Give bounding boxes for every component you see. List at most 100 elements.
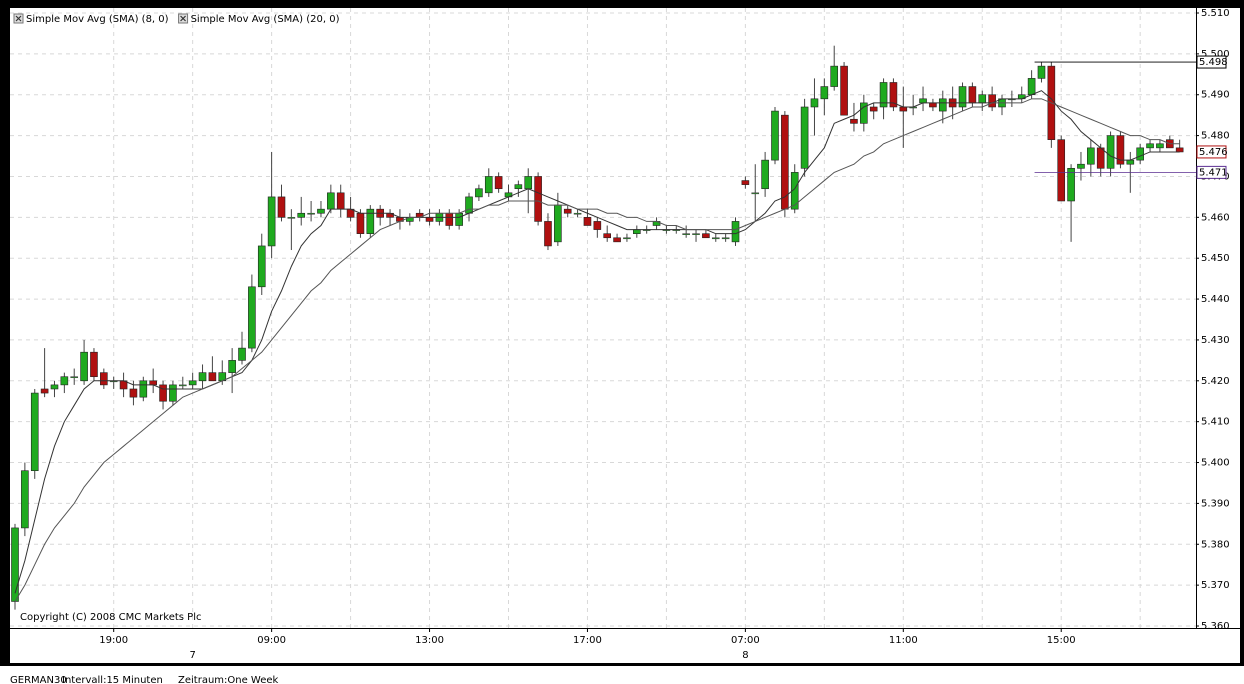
candle-body — [149, 380, 157, 386]
candle-body — [938, 98, 947, 112]
grid: 5.360 5.370 5.380 5.390 5.400 5.410 5.420 5.430… — [10, 8, 1230, 661]
candle-body — [534, 176, 542, 222]
candle-body — [1037, 65, 1046, 79]
footer-period: Zeitraum:One Week — [178, 675, 279, 684]
candle-body — [257, 245, 266, 288]
price-label: 5.476 — [1199, 147, 1228, 158]
candle-body — [978, 94, 987, 104]
candle-body — [100, 372, 108, 386]
candle-body — [277, 196, 286, 218]
candle-body — [21, 470, 29, 529]
candle-body — [711, 237, 720, 240]
candle-body — [228, 360, 236, 373]
legend-icon — [15, 15, 22, 22]
candle-body — [1067, 167, 1075, 202]
candle-body — [297, 212, 306, 218]
y-tick-label: 5.500 — [1201, 49, 1230, 60]
candle-body — [1146, 143, 1154, 149]
x-tick-label: 15:00 — [1047, 635, 1076, 646]
candle-body — [366, 208, 375, 234]
legend-label: Simple Mov Avg (SMA) (8, 0) — [26, 14, 169, 25]
candle-body — [554, 204, 562, 243]
x-tick-label: 17:00 — [573, 635, 602, 646]
price-box — [1196, 145, 1227, 159]
candle-body — [771, 110, 779, 161]
y-tick-label: 5.460 — [1201, 212, 1230, 223]
candle-body — [445, 212, 454, 226]
y-tick-label: 5.400 — [1201, 458, 1230, 469]
candle-body — [563, 208, 572, 214]
candle-body — [30, 392, 39, 472]
y-tick-label: 5.450 — [1201, 253, 1230, 264]
candle-body — [879, 82, 888, 108]
candle-body — [475, 188, 483, 198]
candle-body — [830, 65, 839, 87]
candle-body — [307, 212, 315, 215]
candle-body — [1136, 147, 1144, 161]
day-label: 7 — [189, 650, 195, 661]
candle-body — [327, 192, 335, 210]
x-tick-label: 11:00 — [889, 635, 918, 646]
candle-body — [702, 233, 710, 239]
y-tick-label: 5.490 — [1201, 90, 1230, 101]
candle-body — [583, 217, 592, 226]
y-tick-label: 5.430 — [1201, 335, 1230, 346]
candle-body — [958, 86, 967, 108]
candle-body — [287, 217, 296, 219]
candle-body — [208, 372, 217, 382]
candle-body — [356, 212, 365, 234]
candle-body — [80, 351, 88, 382]
candle-body — [1106, 135, 1115, 169]
x-axis-panel — [10, 629, 1240, 663]
candle-body — [810, 98, 819, 108]
candle-body — [840, 65, 848, 116]
candle-body — [70, 376, 79, 379]
y-tick-label: 5.360 — [1201, 621, 1230, 632]
candle-body — [1087, 147, 1095, 165]
candle-body — [1156, 143, 1164, 149]
candle-body — [248, 286, 256, 349]
candle-body — [484, 176, 493, 194]
candle-body — [425, 217, 434, 222]
candle-body — [50, 384, 59, 390]
candle-body — [919, 98, 927, 104]
y-tick-label: 5.420 — [1201, 376, 1230, 387]
candle-body — [159, 384, 167, 402]
candle-body — [731, 221, 740, 243]
y-tick-label: 5.370 — [1201, 580, 1230, 591]
y-tick-label: 5.510 — [1201, 8, 1230, 19]
x-tick-label: 19:00 — [99, 635, 128, 646]
candle-body — [573, 212, 582, 215]
candle-body — [188, 380, 197, 386]
candle-body — [633, 229, 641, 234]
y-tick-label: 5.410 — [1201, 417, 1230, 428]
candle-body — [761, 159, 769, 190]
candle-body — [198, 372, 207, 382]
x-tick-label: 13:00 — [415, 635, 444, 646]
candle-body — [1096, 147, 1105, 169]
candle-body — [1175, 147, 1184, 153]
copyright: Copyright (C) 2008 CMC Markets Plc — [20, 612, 201, 623]
candle-body — [899, 106, 908, 112]
candle-body — [238, 347, 246, 361]
sma-line — [14, 98, 1180, 602]
candle-body — [1057, 139, 1066, 202]
candle-body — [169, 384, 177, 402]
candle-body — [494, 176, 503, 190]
candle-body — [988, 94, 996, 108]
candle-body — [524, 176, 533, 190]
price-box — [1196, 165, 1227, 179]
candle-body — [623, 237, 631, 240]
plot-area — [10, 8, 1196, 628]
candle-body — [751, 192, 760, 195]
candle-body — [129, 388, 138, 398]
price-label: 5.471 — [1199, 167, 1228, 178]
candle-body — [613, 237, 621, 243]
candle-body — [929, 102, 937, 108]
candle-body — [889, 82, 898, 108]
candle-body — [544, 221, 552, 247]
footer-instrument: GERMAN30 — [10, 675, 67, 684]
candle-body — [869, 106, 878, 112]
candle-body — [1126, 159, 1135, 165]
